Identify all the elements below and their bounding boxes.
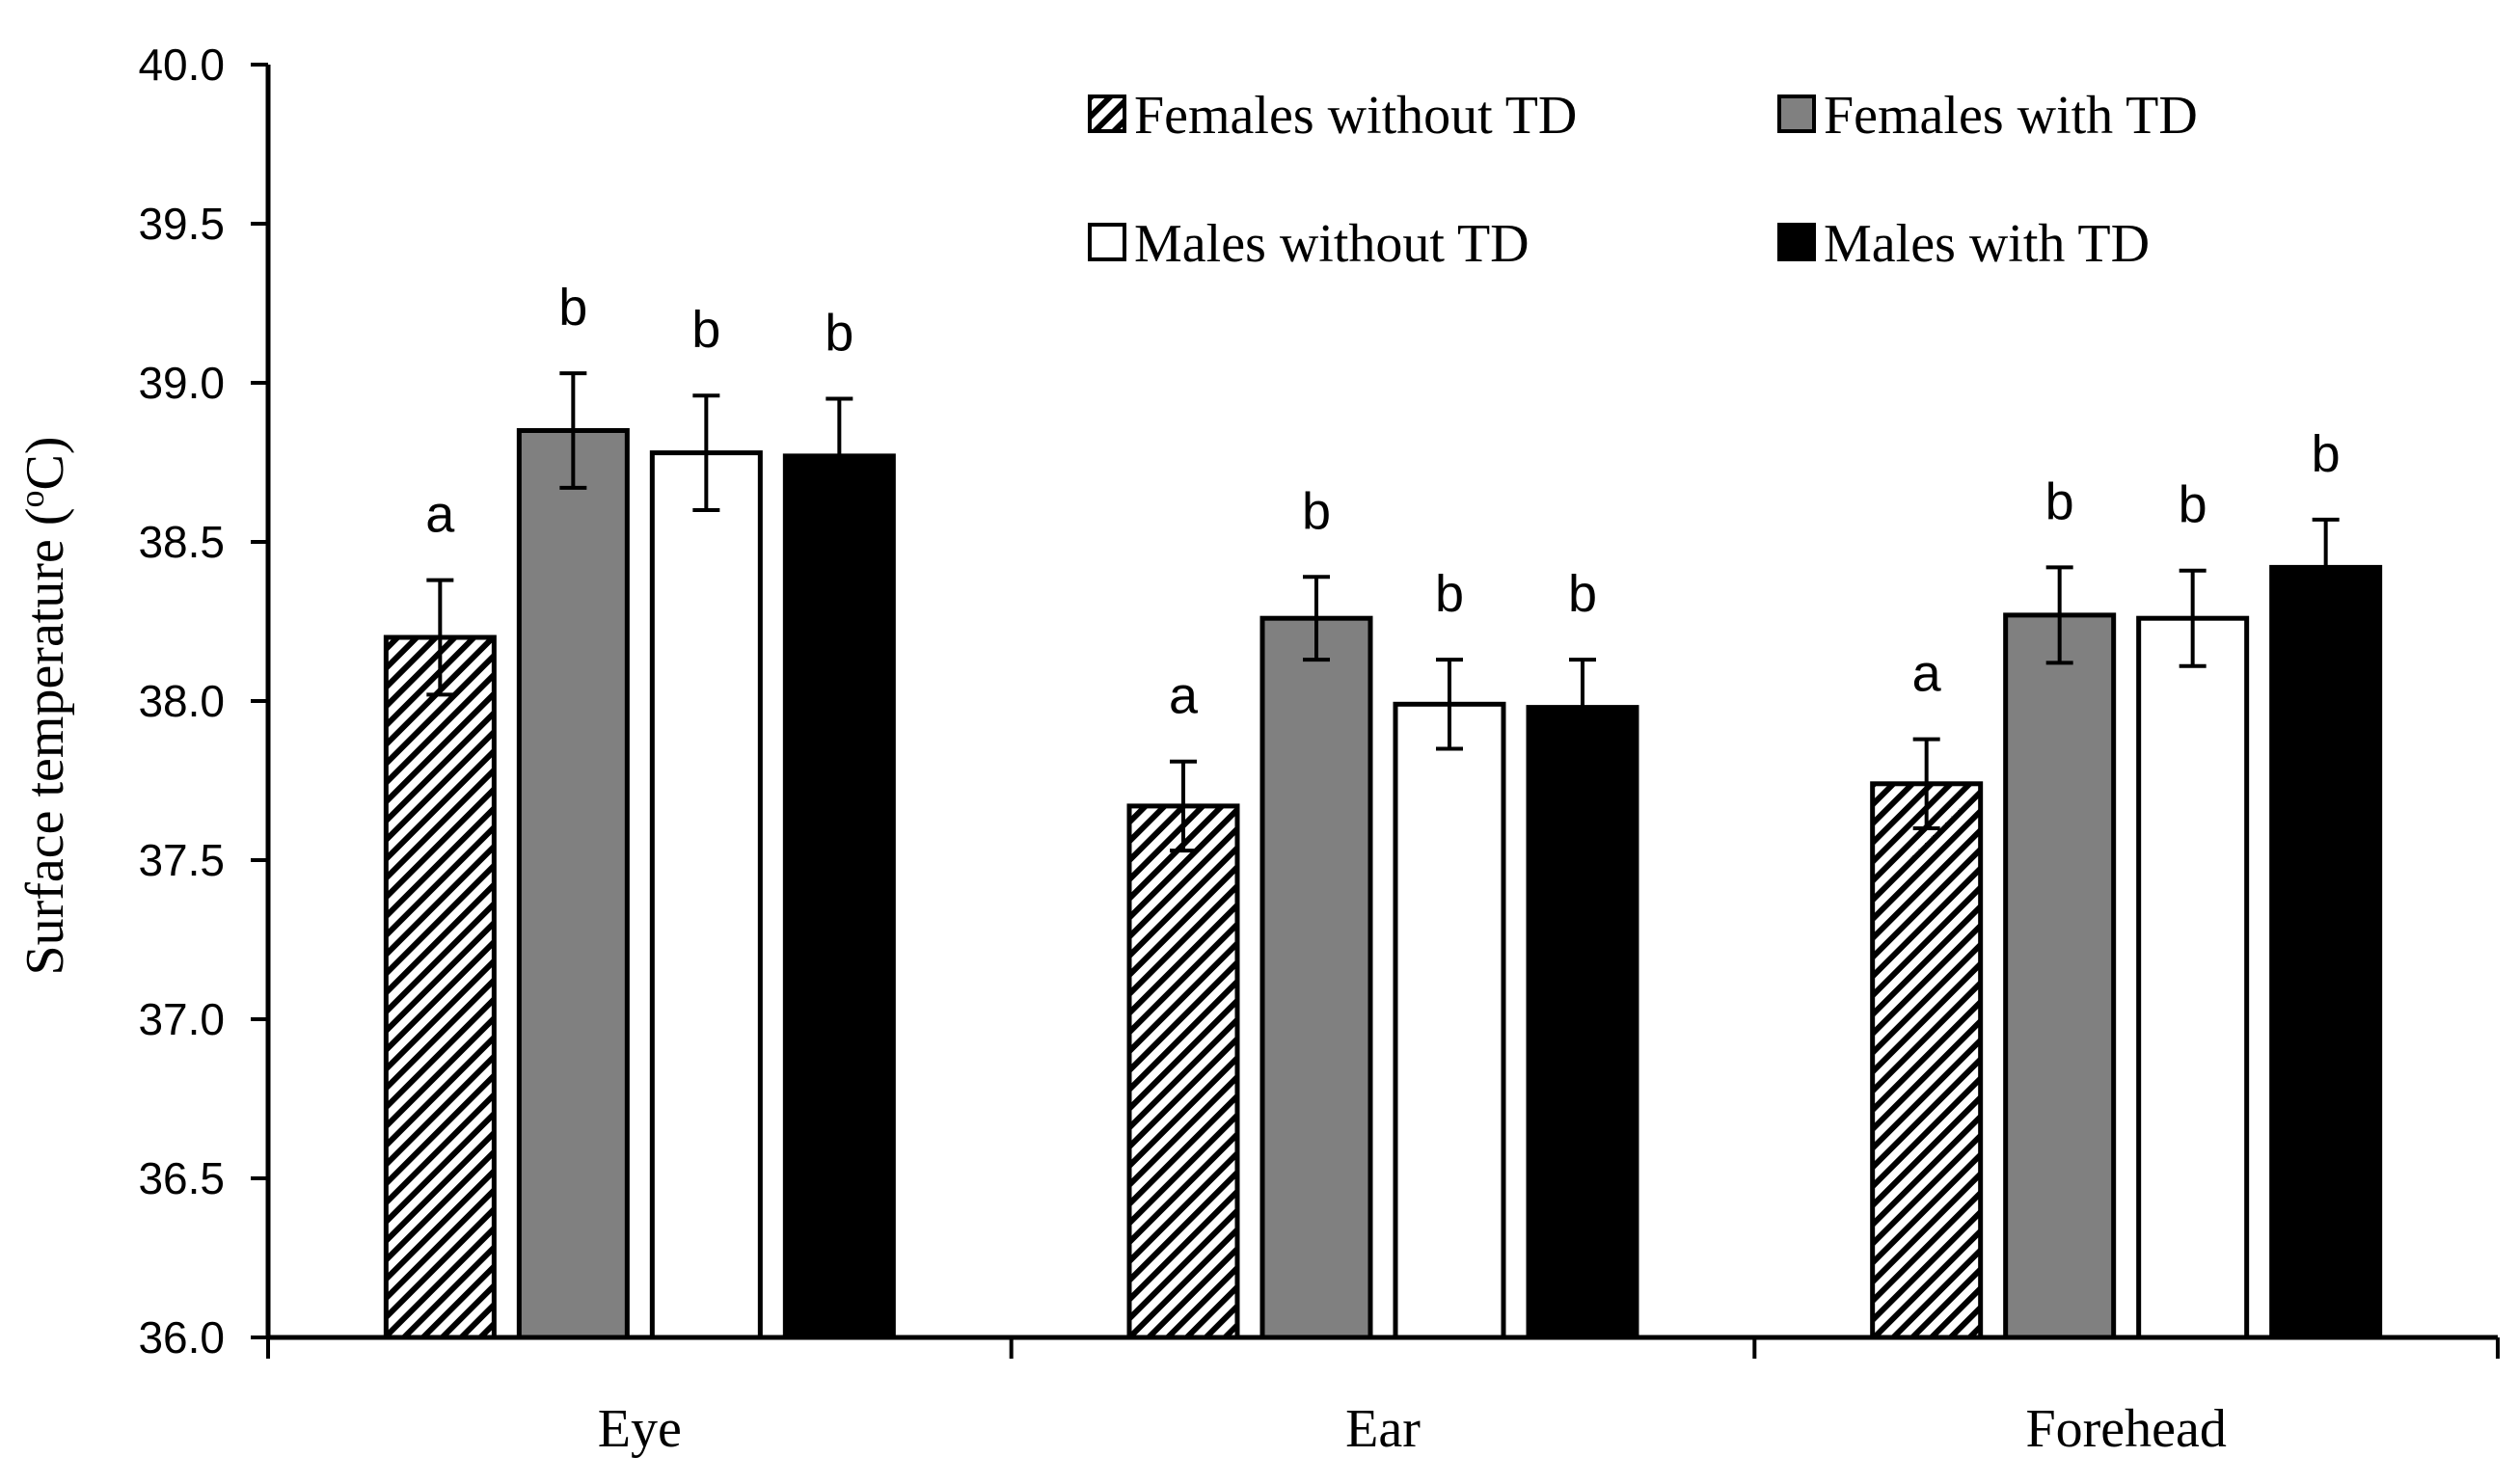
bar (1526, 705, 1639, 1340)
significance-letter: b (2045, 472, 2074, 530)
legend-swatch (1777, 94, 1816, 133)
legend-label: Females without TD (1134, 86, 1577, 146)
y-ticks: 36.0 36.5 37.0 37.5 38.0 38.5 39.0 39.5 40.0 (138, 40, 268, 1363)
error-bars (426, 371, 2340, 853)
bars (383, 428, 2383, 1340)
significance-letter: b (1568, 565, 1597, 623)
bar (516, 428, 630, 1340)
x-category-label: Ear (1345, 1399, 1421, 1459)
bar (782, 453, 896, 1340)
bar (1259, 615, 1373, 1340)
significance-letter: b (691, 301, 720, 359)
significance-letter: b (1302, 482, 1331, 540)
legend-label: Males with TD (1824, 214, 2150, 274)
significance-letter: b (1435, 565, 1464, 623)
y-tick-label: 36.0 (138, 1312, 225, 1363)
x-category-label: Eye (598, 1399, 682, 1459)
significance-letter: a (425, 486, 455, 544)
significance-letters: a a a b b b b b b b b b (425, 279, 2340, 725)
legend-label: Males without TD (1134, 214, 1530, 274)
legend-label: Females with TD (1824, 86, 2198, 146)
legend-swatch (1777, 223, 1816, 261)
y-tick-label: 39.0 (138, 358, 225, 408)
significance-letter: b (558, 279, 587, 337)
significance-letter: b (2179, 476, 2207, 534)
bar (2003, 612, 2117, 1340)
y-tick-label: 38.5 (138, 517, 225, 567)
bar (649, 450, 763, 1340)
legend: Females without TD Females with TD Males w… (1088, 86, 2198, 274)
y-tick-label: 36.5 (138, 1153, 225, 1203)
significance-letter: a (1169, 667, 1199, 725)
y-axis-title: Surface temperature (oC) (13, 436, 75, 975)
significance-letter: b (2312, 425, 2341, 483)
significance-letter: a (1912, 645, 1942, 703)
y-tick-label: 37.0 (138, 994, 225, 1044)
y-tick-label: 39.5 (138, 199, 225, 249)
bar (2269, 564, 2383, 1340)
bar (2136, 615, 2250, 1340)
y-tick-label: 37.5 (138, 835, 225, 885)
bar (1126, 803, 1240, 1340)
x-category-label: Forehead (2025, 1399, 2226, 1459)
legend-swatch (1088, 223, 1126, 261)
significance-letter: b (825, 305, 853, 363)
bar (383, 634, 497, 1340)
y-tick-label: 40.0 (138, 40, 225, 90)
y-tick-label: 38.0 (138, 676, 225, 726)
bar (1393, 701, 1506, 1340)
x-ticks: Eye Ear Forehead (266, 1337, 2500, 1459)
legend-swatch (1088, 94, 1126, 133)
bar (1870, 781, 1984, 1340)
